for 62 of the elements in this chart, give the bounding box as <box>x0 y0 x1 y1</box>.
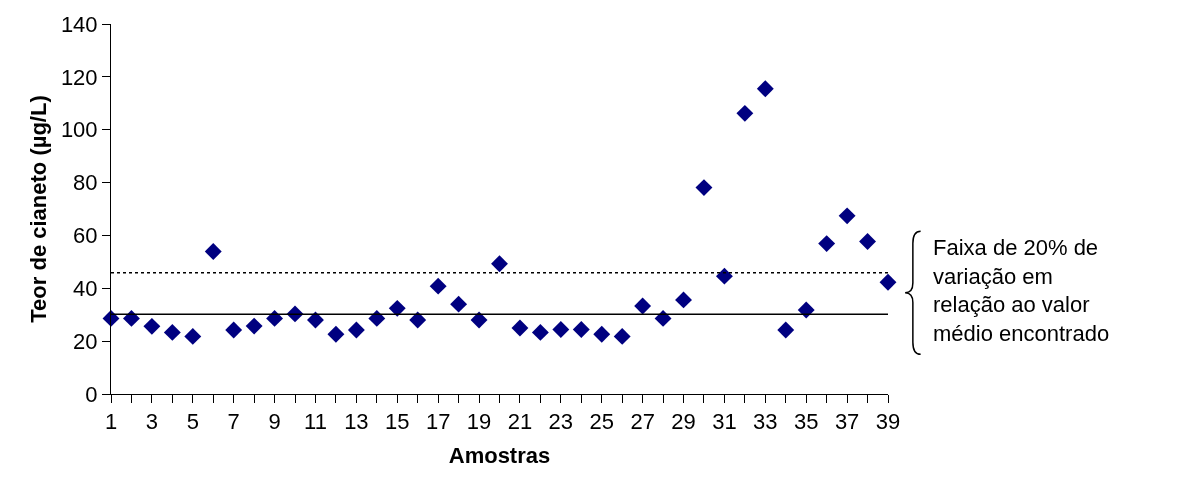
x-tick-label: 37 <box>834 409 860 435</box>
x-tick-label: 5 <box>186 409 199 435</box>
point <box>756 80 774 98</box>
text: Faixa de 20% de variação em relação ao valor médio encontrado <box>933 235 1110 346</box>
point <box>634 297 652 315</box>
point <box>736 104 754 122</box>
x-tick-label: 1 <box>104 409 118 435</box>
point <box>593 325 611 343</box>
x-tick-label: 33 <box>753 409 778 435</box>
point <box>184 327 202 345</box>
point <box>327 325 345 343</box>
x-tick-label: 19 <box>466 409 492 435</box>
x-tick-label: 13 <box>344 409 369 435</box>
x-tick-label: 27 <box>630 409 655 435</box>
point <box>572 321 590 338</box>
x-tick-label: 11 <box>304 409 327 435</box>
point <box>491 255 508 273</box>
y-tick-label: 80 <box>73 170 98 196</box>
x-tick-label: 7 <box>227 409 240 435</box>
point <box>429 277 447 295</box>
x-tick-label: 3 <box>145 409 159 435</box>
point <box>511 319 529 337</box>
point <box>777 321 795 339</box>
y-tick-label: 60 <box>73 223 98 249</box>
point <box>531 323 549 341</box>
y-tick-label: 0 <box>85 381 98 407</box>
x-tick-label: 9 <box>268 409 281 435</box>
point <box>859 233 876 250</box>
point <box>204 243 222 260</box>
x-tick-label: 25 <box>589 409 614 435</box>
x-tick-label: 29 <box>671 409 696 435</box>
point <box>715 267 733 285</box>
x-tick-label: 23 <box>548 409 574 435</box>
x-axis-title: Amostras <box>448 443 551 469</box>
point <box>675 291 692 309</box>
point <box>552 321 570 338</box>
point <box>838 207 856 225</box>
x-tick-label: 35 <box>793 409 819 435</box>
x-tick-label: 15 <box>385 409 410 435</box>
x-tick-label: 31 <box>712 409 737 435</box>
point <box>450 295 468 313</box>
point <box>613 327 631 345</box>
point <box>163 323 181 341</box>
point <box>388 299 406 317</box>
y-tick-label: 40 <box>73 275 98 301</box>
y-tick-label: 100 <box>60 117 98 143</box>
x-tick-label: 17 <box>425 409 451 435</box>
point <box>225 321 243 339</box>
y-axis-title: Teor de cianeto (µg/L) <box>25 95 51 323</box>
x-tick-label: 39 <box>875 409 901 435</box>
point <box>695 179 713 197</box>
x-tick-label: 21 <box>507 409 533 435</box>
y-tick-label: 120 <box>60 64 98 90</box>
point <box>879 273 897 291</box>
point <box>143 317 161 335</box>
point <box>245 317 263 335</box>
y-tick-label: 140 <box>60 11 98 37</box>
point <box>470 311 488 329</box>
point <box>347 321 365 339</box>
point <box>818 235 836 253</box>
y-tick-label: 20 <box>73 328 98 354</box>
point <box>409 311 427 329</box>
